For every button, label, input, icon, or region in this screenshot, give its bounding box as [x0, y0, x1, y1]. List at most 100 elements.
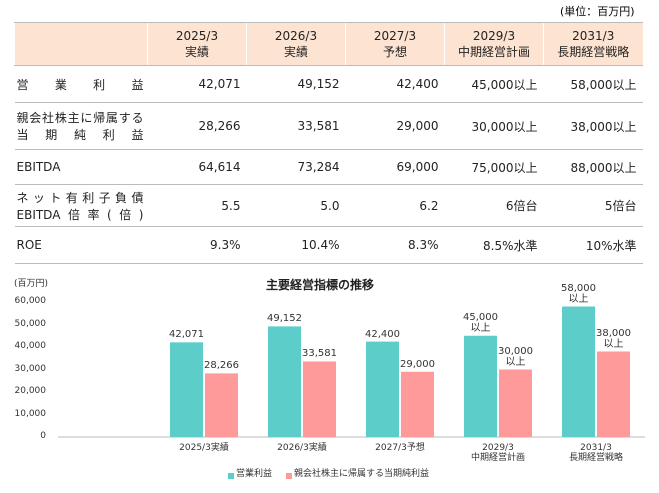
bar [303, 361, 336, 437]
chart-title: 主要経営指標の推移 [265, 278, 374, 292]
table-cell: 88,000以上 [543, 149, 643, 185]
table-row: ネット有利子負債 EBITDA倍率(倍) 5.5 5.0 6.2 6倍台 5倍台 [14, 184, 643, 227]
header-cell: 2029/3 中期経営計画 [444, 22, 544, 66]
y-tick-label: 60,000 [14, 296, 47, 306]
value-label: 58,000 以上 [561, 282, 596, 306]
bar [597, 351, 630, 437]
header-text: 2025/3 [175, 28, 219, 43]
header-text: 長期経営戦略 [557, 44, 630, 59]
row-label: ネット有利子負債 EBITDA倍率(倍) [14, 184, 148, 227]
unit-note: (単位：百万円) [560, 5, 635, 18]
table-cell: 5.5 [147, 184, 247, 227]
legend-swatch [228, 473, 234, 479]
table-cell: 42,071 [147, 65, 247, 103]
bar [268, 326, 301, 437]
x-tick-label: 2027/3予想 [375, 443, 425, 453]
table-cell: 5倍台 [543, 184, 643, 227]
value-label: 42,400 [365, 328, 400, 340]
table-cell: 58,000以上 [543, 65, 643, 103]
bar [464, 335, 497, 437]
y-tick-label: 30,000 [14, 363, 47, 374]
y-tick-label: 0 [40, 431, 46, 441]
table-cell: 5.0 [246, 184, 346, 227]
x-tick-label: 2026/3実績 [277, 443, 327, 453]
table-cell: 6.2 [345, 184, 445, 227]
row-label: ROE [14, 226, 148, 264]
row-label-text: ROE [16, 238, 42, 252]
value-label: 49,152 [267, 313, 302, 325]
header-text: 2027/3 [373, 28, 417, 43]
table-row: ROE 9.3% 10.4% 8.3% 8.5%水準 10%水準 [14, 226, 643, 264]
value-label: 29,000 [400, 358, 435, 370]
header-cell: 2027/3 予想 [345, 22, 445, 66]
y-tick-label: 10,000 [14, 408, 47, 419]
header-cell: 2026/3 実績 [246, 22, 346, 66]
header-cell: 2031/3 長期経営戦略 [543, 22, 643, 66]
y-tick-label: 20,000 [14, 386, 47, 396]
table-cell: 69,000 [345, 149, 445, 185]
header-text: 中期経営計画 [457, 44, 530, 59]
row-label-text: EBITDA [16, 160, 61, 174]
table-cell: 8.3% [345, 226, 445, 264]
table-cell: 9.3% [147, 226, 247, 264]
header-text: 2029/3 [472, 28, 516, 43]
x-tick-label: 2029/3 中期経営計画 [470, 443, 525, 464]
row-label-text: 営業利益 [16, 77, 144, 92]
value-label: 28,266 [204, 360, 239, 372]
header-text: 2026/3 [274, 28, 318, 43]
row-label: 親会社株主に帰属する 当期純利益 [14, 102, 148, 150]
table-cell: 38,000以上 [543, 102, 643, 150]
row-label: EBITDA [14, 149, 148, 185]
metrics-table: 2025/3 実績 2026/3 実績 2027/3 予想 2029/3 中期経営計画 2031… [14, 22, 643, 264]
table-cell: 49,152 [246, 65, 346, 103]
y-tick-label: 50,000 [14, 318, 47, 329]
table-cell: 45,000以上 [444, 65, 544, 103]
value-label: 33,581 [302, 348, 337, 360]
y-axis-label: (百万円) [14, 279, 49, 289]
x-tick-label: 2031/3 長期経営戦略 [568, 443, 623, 464]
table-cell: 28,266 [147, 102, 247, 150]
legend-swatch [286, 473, 292, 479]
table-row: 親会社株主に帰属する 当期純利益 28,266 33,581 29,000 30,000以… [14, 102, 643, 150]
bar [170, 342, 203, 437]
y-tick-label: 40,000 [14, 341, 47, 351]
legend-label: 親会社株主に帰属する当期純利益 [294, 469, 430, 479]
header-text: 実績 [184, 44, 209, 59]
value-label: 30,000 以上 [498, 345, 533, 369]
table-cell: 73,284 [246, 149, 346, 185]
legend-label: 営業利益 [236, 469, 273, 479]
table-cell: 30,000以上 [444, 102, 544, 150]
table-row: EBITDA 64,614 73,284 69,000 75,000以上 88,000以上 [14, 149, 643, 185]
bar [562, 306, 595, 437]
table-cell: 75,000以上 [444, 149, 544, 185]
header-cell: 2025/3 実績 [147, 22, 247, 66]
table-cell: 33,581 [246, 102, 346, 150]
table-cell: 29,000 [345, 102, 445, 150]
table-cell: 42,400 [345, 65, 445, 103]
row-label-text: ネット有利子負債 [16, 190, 144, 205]
bar [401, 371, 434, 437]
value-label: 42,071 [169, 329, 204, 341]
row-label-text: 親会社株主に帰属する [16, 111, 144, 125]
value-label: 45,000 以上 [463, 311, 498, 335]
table-cell: 8.5%水準 [444, 226, 544, 264]
row-label: 営業利益 [14, 65, 148, 103]
bar [366, 341, 399, 437]
header-text: 予想 [382, 44, 407, 59]
table-cell: 10%水準 [543, 226, 643, 264]
x-tick-label: 2025/3実績 [179, 443, 229, 453]
header-text: 2031/3 [572, 28, 615, 43]
row-label-text: EBITDA倍率(倍) [16, 207, 144, 222]
header-text: 実績 [283, 44, 308, 59]
table-cell: 64,614 [147, 149, 247, 185]
header-cell [14, 22, 148, 66]
table-cell: 10.4% [246, 226, 346, 264]
header-row: 2025/3 実績 2026/3 実績 2027/3 予想 2029/3 中期経営計画 2031… [14, 22, 643, 66]
table-cell: 6倍台 [444, 184, 544, 227]
bar [499, 369, 532, 437]
value-label: 38,000 以上 [596, 327, 631, 351]
table-row: 営業利益 42,071 49,152 42,400 45,000以上 58,000以上 [14, 65, 643, 103]
bar [205, 373, 238, 437]
